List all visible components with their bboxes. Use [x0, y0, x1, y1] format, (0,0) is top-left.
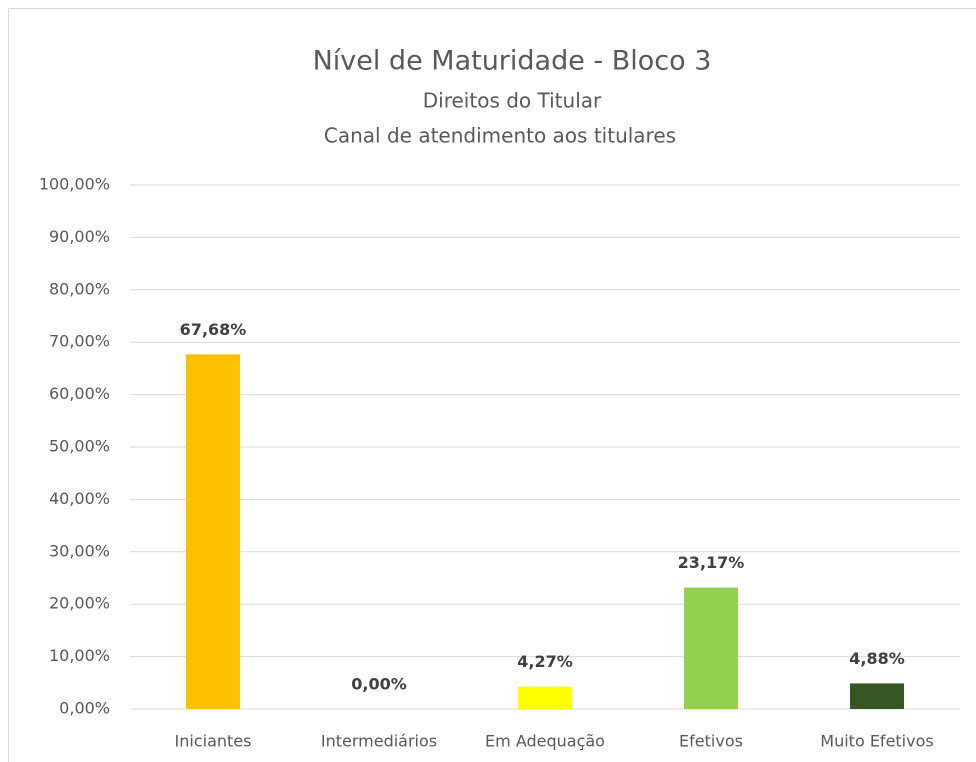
y-tick-label: 60,00% — [49, 384, 110, 403]
chart-title: Nível de Maturidade - Bloco 3 — [313, 46, 712, 77]
y-tick-label: 20,00% — [49, 594, 110, 613]
y-tick-label: 80,00% — [49, 279, 110, 298]
data-label: 0,00% — [351, 675, 407, 694]
data-label: 23,17% — [678, 553, 745, 572]
y-tick-label: 90,00% — [49, 227, 110, 246]
data-label: 4,27% — [517, 652, 573, 671]
chart-subtitle: Canal de atendimento aos titulares — [324, 124, 676, 148]
x-tick-label: Em Adequação — [485, 732, 605, 751]
data-label: 4,88% — [849, 649, 905, 668]
chart-frame — [8, 8, 976, 762]
y-tick-label: 70,00% — [49, 332, 110, 351]
y-tick-label: 50,00% — [49, 437, 110, 456]
bar — [684, 587, 738, 709]
bar — [518, 686, 572, 709]
y-tick-label: 100,00% — [39, 175, 110, 194]
y-tick-label: 40,00% — [49, 489, 110, 508]
y-tick-label: 10,00% — [49, 646, 110, 665]
x-tick-label: Efetivos — [679, 732, 743, 751]
bar — [850, 683, 904, 709]
x-tick-label: Intermediários — [321, 732, 437, 751]
x-tick-label: Muito Efetivos — [820, 732, 933, 751]
data-label: 67,68% — [180, 320, 247, 339]
bar — [186, 354, 240, 709]
chart-subtitle: Direitos do Titular — [423, 89, 602, 113]
y-tick-label: 30,00% — [49, 541, 110, 560]
y-tick-label: 0,00% — [59, 699, 110, 718]
x-tick-label: Iniciantes — [175, 732, 252, 751]
